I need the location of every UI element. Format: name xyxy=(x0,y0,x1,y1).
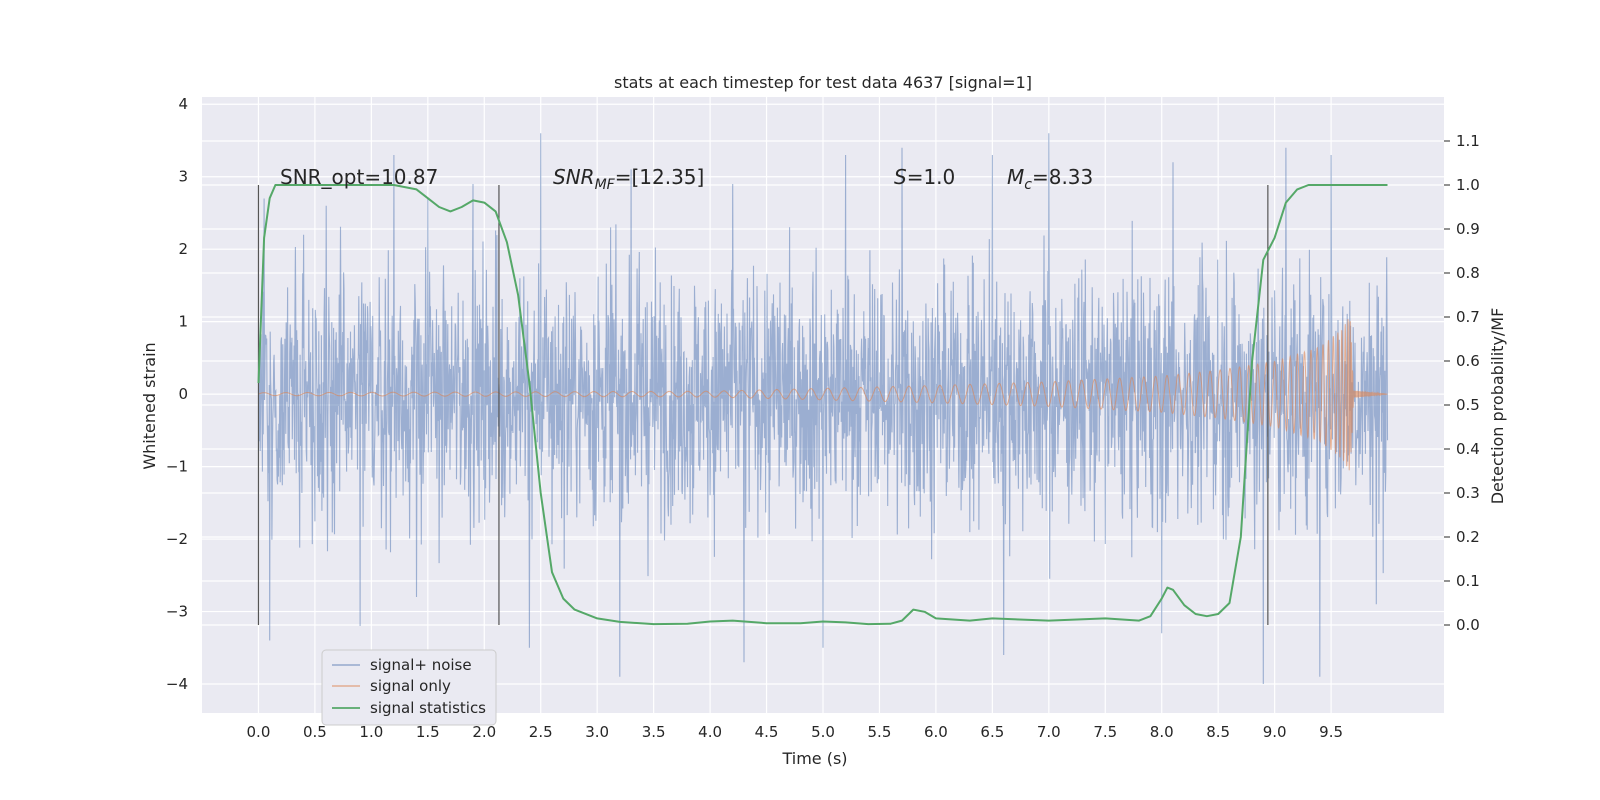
annotation-s-rest: =1.0 xyxy=(907,165,956,189)
x-tick-label: 7.5 xyxy=(1093,723,1117,741)
signal-plus-noise-line xyxy=(257,133,1389,685)
legend-box xyxy=(321,649,497,726)
x-tick-label: 1.0 xyxy=(359,723,383,741)
annotation-snr-mf-rest: =[12.35] xyxy=(615,165,705,189)
x-tick-label: 9.0 xyxy=(1263,723,1287,741)
y2-axis-label: Detection probability/MF xyxy=(1488,308,1507,505)
y-axis-label: Whitened strain xyxy=(140,342,159,469)
x-tick-label: 3.5 xyxy=(642,723,666,741)
chart-title: stats at each timestep for test data 463… xyxy=(614,73,1032,92)
vertical-markers xyxy=(257,185,1269,625)
x-tick-label: 9.5 xyxy=(1319,723,1343,741)
y2-tick-label: 0.3 xyxy=(1456,484,1480,502)
y2-tick-label: 0.6 xyxy=(1456,352,1480,370)
x-tick-label: 2.0 xyxy=(472,723,496,741)
y-tick-label: −3 xyxy=(166,603,188,621)
y2-tick-label: 1.0 xyxy=(1456,176,1480,194)
x-tick-label: 0.0 xyxy=(247,723,271,741)
legend-label-signal-statistics: signal statistics xyxy=(370,699,486,717)
y2-tick-label: 0.8 xyxy=(1456,264,1480,282)
x-tick-label: 1.5 xyxy=(416,723,440,741)
series-signal-plus-noise xyxy=(257,133,1389,685)
y-tick-label: 3 xyxy=(178,168,188,186)
signal-statistics-line xyxy=(257,184,1388,626)
annotation-mc: Mc=8.33 xyxy=(1007,165,1093,193)
y-tick-label: 4 xyxy=(178,95,188,113)
x-tick-label: 8.5 xyxy=(1206,723,1230,741)
y-tick-label: −4 xyxy=(166,675,188,693)
y-tick-label: −1 xyxy=(166,458,188,476)
x-tick-label: 8.0 xyxy=(1150,723,1174,741)
x-tick-label: 3.0 xyxy=(585,723,609,741)
x-axis-label: Time (s) xyxy=(781,749,847,768)
y2-tick-label: 0.2 xyxy=(1456,528,1480,546)
x-tick-label: 5.0 xyxy=(811,723,835,741)
signal-only-line xyxy=(258,319,1388,471)
y2-tick-label: 0.9 xyxy=(1456,220,1480,238)
annotation-snr-mf: SNRMF=[12.35] xyxy=(553,165,704,193)
series-signal-statistics xyxy=(257,184,1388,626)
annotation-mc-rest: =8.33 xyxy=(1032,165,1093,189)
x-tick-label: 4.0 xyxy=(698,723,722,741)
legend: signal+ noise signal only signal statist… xyxy=(321,649,497,726)
x-tick-label: 6.5 xyxy=(980,723,1004,741)
y2-tick-label: 0.5 xyxy=(1456,396,1480,414)
annotation-s-main: S xyxy=(894,165,907,189)
annotation-mc-sub: c xyxy=(1024,177,1032,193)
x-tick-label: 4.5 xyxy=(755,723,779,741)
legend-label-signal-plus-noise: signal+ noise xyxy=(370,656,472,674)
x-tick-label: 7.0 xyxy=(1037,723,1061,741)
x-tick-label: 5.5 xyxy=(868,723,892,741)
axis-ticks: 0.0 0.5 1.0 1.5 2.0 2.5 3.0 3.5 4.0 4.5 5.0 5.5 6.0 6… xyxy=(166,95,1480,741)
y2-tick-label: 0.4 xyxy=(1456,440,1480,458)
y-tick-label: −2 xyxy=(166,530,188,548)
annotation-s: S=1.0 xyxy=(894,165,955,189)
x-tick-label: 6.0 xyxy=(924,723,948,741)
y2-tick-label: 0.7 xyxy=(1456,308,1480,326)
legend-label-signal-only: signal only xyxy=(370,677,451,695)
y2-tick-label: 1.1 xyxy=(1456,132,1480,150)
x-tick-label: 2.5 xyxy=(529,723,553,741)
series-signal-only xyxy=(258,319,1388,471)
annotation-snr-opt: SNR_opt=10.87 xyxy=(280,165,438,189)
y2-tick-label: 0.0 xyxy=(1456,616,1480,634)
annotations: SNR_opt=10.87 SNRMF=[12.35] S=1.0 Mc=8.3… xyxy=(280,165,1093,193)
y-tick-label: 2 xyxy=(178,240,188,258)
y-tick-label: 0 xyxy=(178,385,188,403)
x-tick-label: 0.5 xyxy=(303,723,327,741)
y-tick-label: 1 xyxy=(178,313,188,331)
y2-tick-label: 0.1 xyxy=(1456,572,1480,590)
annotation-mc-main: M xyxy=(1007,165,1024,189)
annotation-snr-mf-sub: MF xyxy=(595,177,616,193)
annotation-snr-mf-main: SNR xyxy=(553,165,595,189)
